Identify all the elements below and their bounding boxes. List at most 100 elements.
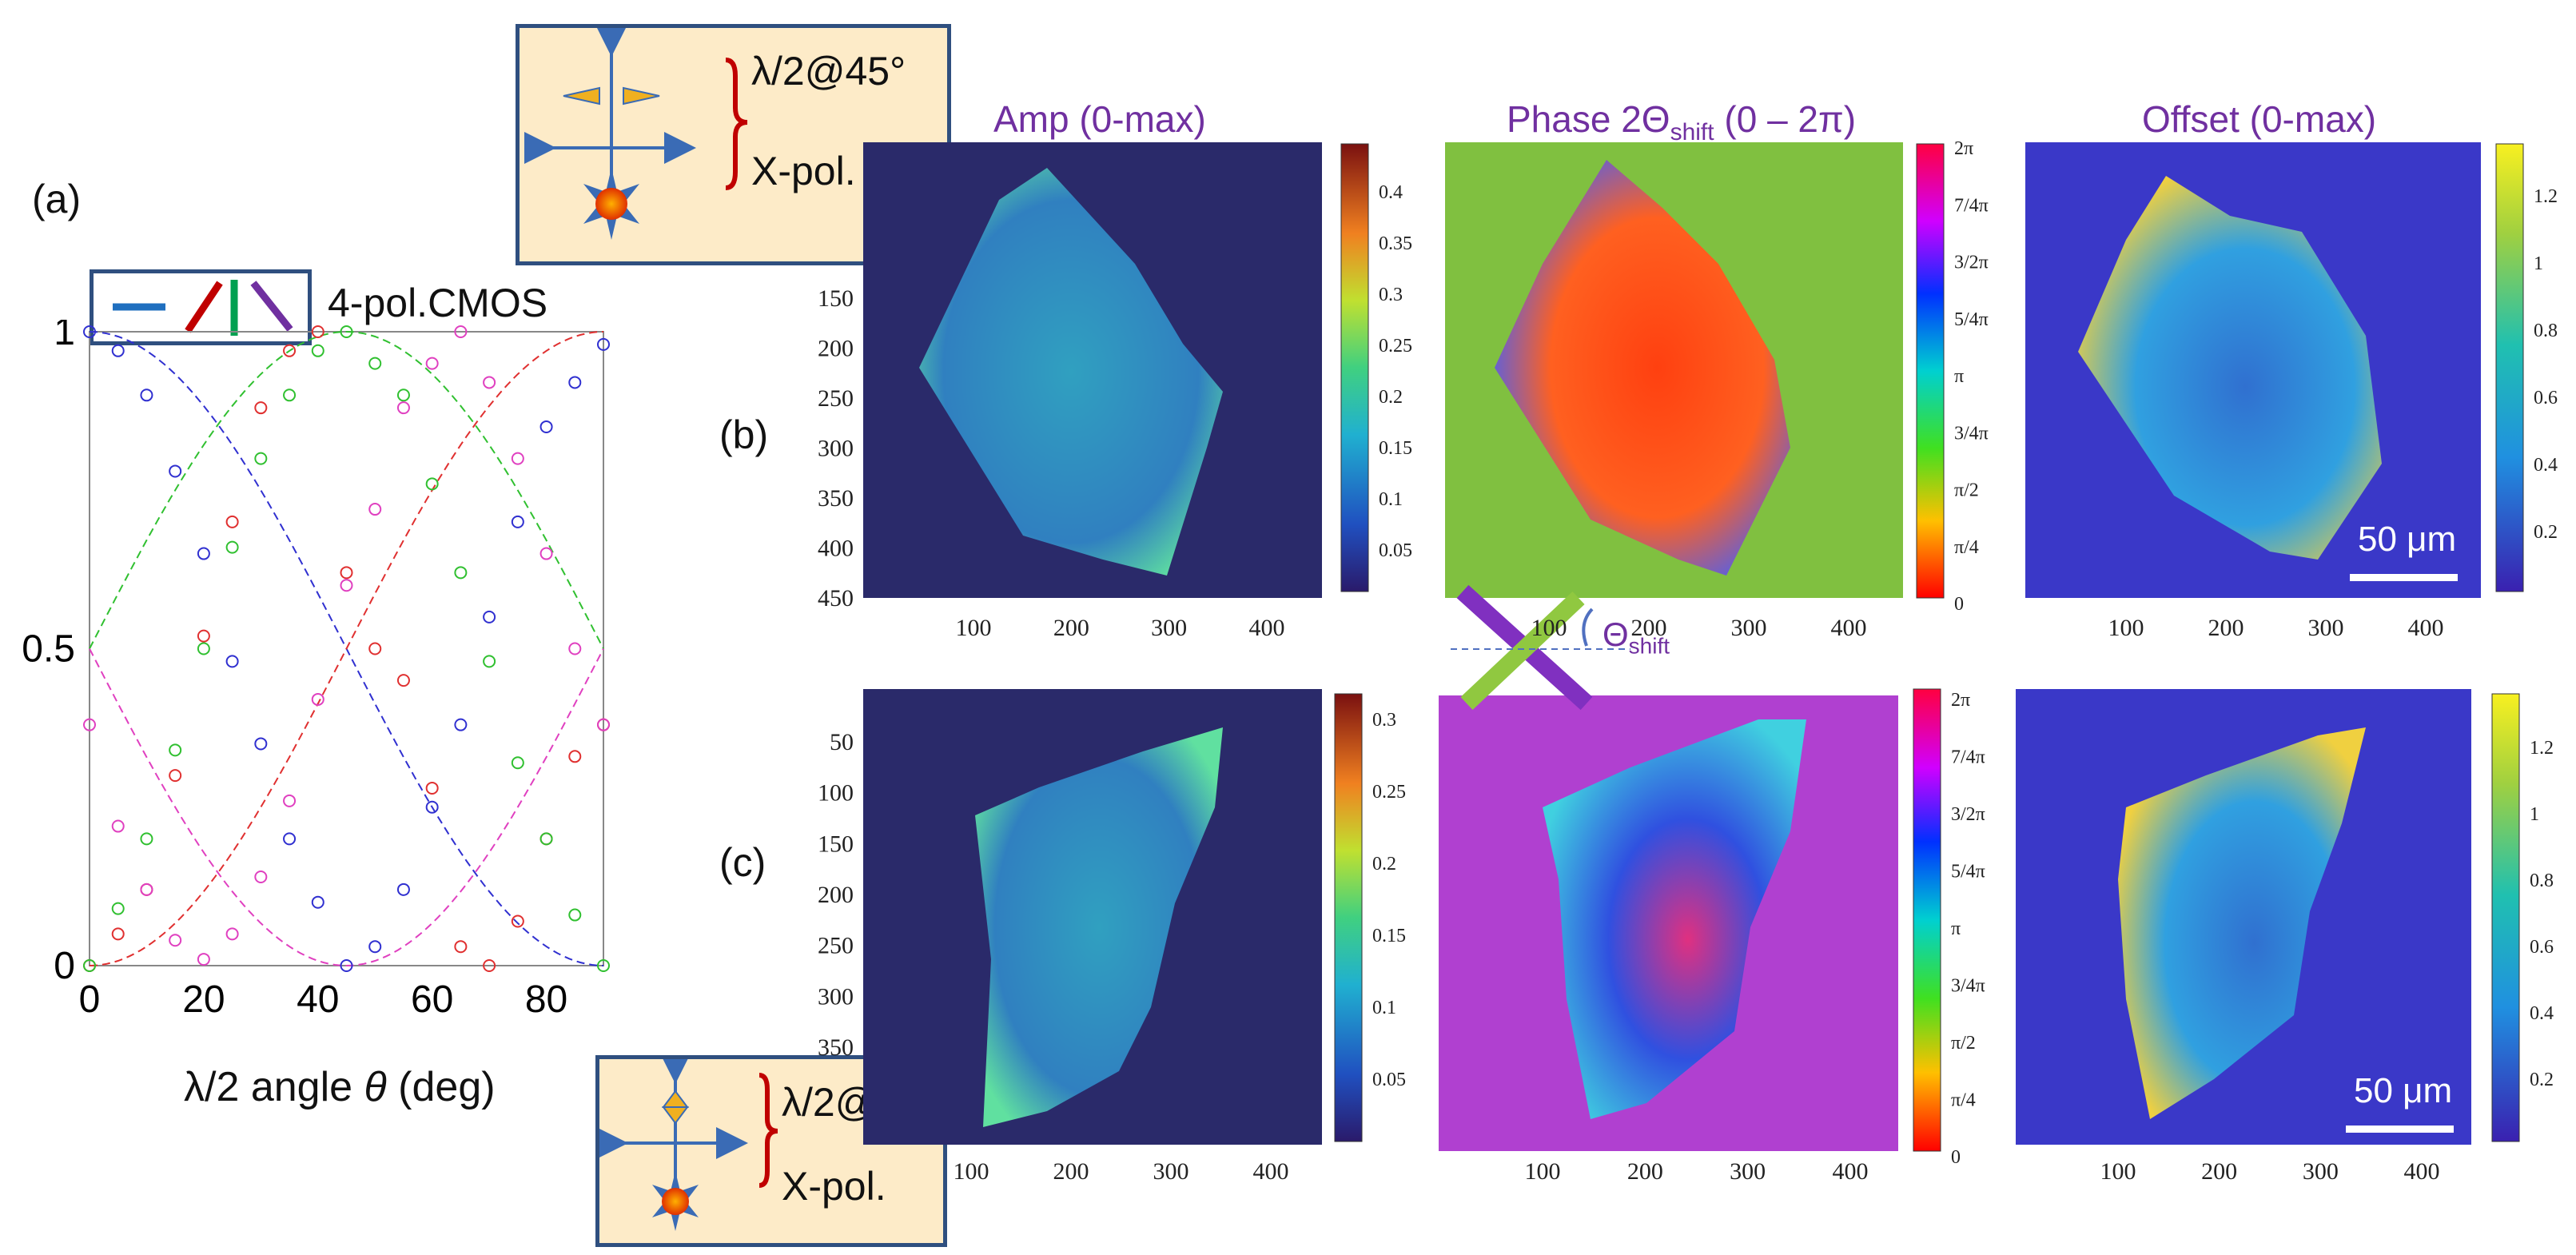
data-point xyxy=(483,959,496,972)
crystal-phase-c xyxy=(1543,719,1806,1119)
data-point xyxy=(425,800,439,814)
y-tick-label: 350 xyxy=(818,1034,854,1061)
colorbar-tick-label: 0 xyxy=(1951,1147,1961,1168)
colorbar-tick-label: 0.15 xyxy=(1372,926,1406,946)
data-point xyxy=(311,692,324,706)
data-point xyxy=(283,794,297,807)
x-tick-label: 300 xyxy=(1151,615,1187,641)
data-point xyxy=(197,629,210,643)
y-tick-label: 200 xyxy=(818,882,854,908)
polarizer-legend xyxy=(90,269,312,345)
polarization-axis-green xyxy=(1460,591,1585,711)
colorbar-tick-label: 1 xyxy=(2530,804,2539,825)
data-point xyxy=(283,344,297,357)
data-point xyxy=(597,959,610,972)
data-point xyxy=(425,477,439,491)
colorbar-tick-label: 1 xyxy=(2534,253,2543,274)
data-point xyxy=(368,940,382,954)
y-tick-label: 450 xyxy=(818,585,854,612)
panel-label-c: (c) xyxy=(719,840,766,885)
data-point xyxy=(511,515,524,528)
colorbar-phase-b xyxy=(1916,143,1945,599)
x-tick-label: 100 xyxy=(1531,615,1567,641)
colorbar-tick-label: π xyxy=(1951,918,1961,939)
x-tick-label: 20 xyxy=(182,978,225,1021)
theta-arc xyxy=(1582,608,1594,647)
series-line-3 xyxy=(89,648,604,967)
data-point xyxy=(169,769,182,783)
theta-shift-label: Θshift xyxy=(1603,616,1670,659)
data-point xyxy=(83,325,96,338)
data-point xyxy=(169,743,182,757)
data-point xyxy=(368,503,382,516)
colorbar-tick-label: 3/4π xyxy=(1954,423,1989,444)
panel-label-a: (a) xyxy=(32,177,82,221)
y-tick-label: 100 xyxy=(818,780,854,807)
scale-bar-b: 50 μm xyxy=(2350,520,2458,581)
x-tick-label: 400 xyxy=(2408,615,2444,641)
data-point xyxy=(568,750,582,763)
data-point xyxy=(254,870,268,883)
data-point xyxy=(311,344,324,357)
data-point xyxy=(169,464,182,478)
x-tick-label: 400 xyxy=(2404,1158,2440,1185)
colorbar-amp-c xyxy=(1334,693,1363,1142)
colorbar-tick-label: 0.8 xyxy=(2534,321,2558,341)
x-tick-label: 200 xyxy=(2208,615,2244,641)
data-point xyxy=(511,914,524,928)
data-point xyxy=(511,452,524,465)
data-point xyxy=(169,934,182,947)
colorbar-tick-label: 0.6 xyxy=(2534,388,2558,408)
x-tick-label: 400 xyxy=(1831,615,1867,641)
colorbar-tick-label: 0.4 xyxy=(2534,455,2558,476)
x-tick-label: 200 xyxy=(1053,615,1089,641)
colorbar-tick-label: 0.2 xyxy=(1372,854,1396,875)
colorbar-tick-label: 0 xyxy=(1954,594,1964,615)
polarizer-glyphs xyxy=(113,280,293,336)
data-point xyxy=(396,674,410,687)
y-tick-label: 300 xyxy=(818,983,854,1010)
light-source-icon xyxy=(662,1188,689,1215)
colorbar-tick-label: π/2 xyxy=(1954,480,1979,501)
data-point xyxy=(483,376,496,389)
crystal-offset-b xyxy=(2078,176,2382,560)
data-point xyxy=(539,832,553,846)
colorbar-tick-label: 3/4π xyxy=(1951,976,1985,997)
x-tick-label: 80 xyxy=(525,978,567,1021)
series-line-2 xyxy=(89,330,604,649)
x-axis-label-text: λ/2 angle θ (deg) xyxy=(184,1064,496,1110)
data-point xyxy=(225,540,239,554)
colorbar-tick-label: 0.25 xyxy=(1372,782,1406,803)
data-point xyxy=(340,579,353,592)
data-point xyxy=(340,959,353,972)
y-tick-label: 300 xyxy=(818,436,854,462)
x-tick-label: 100 xyxy=(2100,1158,2136,1185)
data-point xyxy=(283,388,297,402)
data-point xyxy=(111,927,125,941)
crystal-amp-b xyxy=(919,168,1223,576)
colorbar-tick-label: π xyxy=(1954,366,1964,387)
data-point xyxy=(483,655,496,668)
colorbar-tick-label: 0.15 xyxy=(1379,438,1412,459)
colorbar-phase-c xyxy=(1913,688,1941,1152)
data-point xyxy=(83,959,96,972)
data-point xyxy=(396,401,410,415)
colorbar-tick-label: 0.1 xyxy=(1379,489,1403,510)
x-tick-label: 400 xyxy=(1253,1158,1289,1185)
x-tick-label: 300 xyxy=(1730,1158,1766,1185)
y-tick-label: 50 xyxy=(830,729,854,755)
data-point xyxy=(340,566,353,580)
data-point xyxy=(368,357,382,370)
colorbar-tick-label: π/2 xyxy=(1951,1033,1976,1054)
data-point xyxy=(311,895,324,909)
data-point xyxy=(597,337,610,351)
x-tick-label: 200 xyxy=(1053,1158,1089,1185)
data-point xyxy=(396,388,410,402)
x-tick-label: 300 xyxy=(2308,615,2344,641)
data-point xyxy=(225,655,239,668)
colorbar-tick-label: 7/4π xyxy=(1951,747,1985,768)
waveplate-right xyxy=(623,86,660,106)
colorbar-tick-label: 0.3 xyxy=(1372,710,1396,731)
